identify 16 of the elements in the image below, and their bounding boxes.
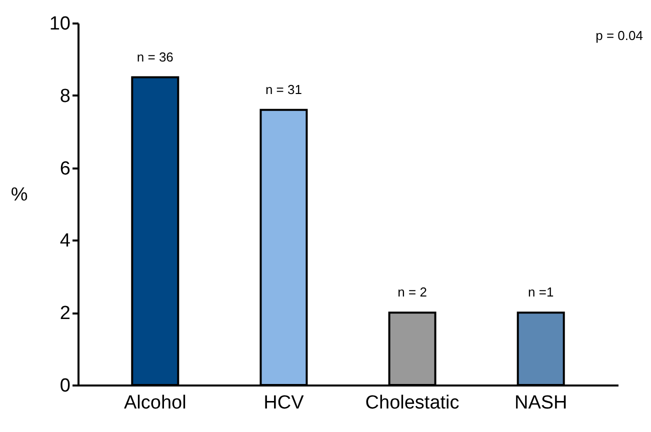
- y-tick-label: 2: [60, 303, 70, 324]
- y-axis-title: %: [10, 184, 28, 206]
- y-tick-label: 6: [60, 158, 70, 180]
- x-tick-label: Alcohol: [124, 392, 186, 414]
- annotation: p = 0.04: [596, 28, 643, 43]
- y-tick-label: 10: [49, 14, 70, 34]
- annotation: n = 31: [265, 82, 302, 97]
- x-tick-label: NASH: [514, 392, 568, 414]
- x-tick-label: Cholestatic: [365, 392, 460, 414]
- x-tick-label: HCV: [264, 392, 304, 414]
- annotation: n =1: [528, 284, 554, 300]
- annotation: n = 36: [136, 49, 174, 64]
- y-tick-label: 8: [60, 86, 70, 107]
- annotation: n = 2: [398, 284, 427, 300]
- y-tick-label: 4: [60, 230, 71, 252]
- y-tick-label: 0: [60, 376, 70, 396]
